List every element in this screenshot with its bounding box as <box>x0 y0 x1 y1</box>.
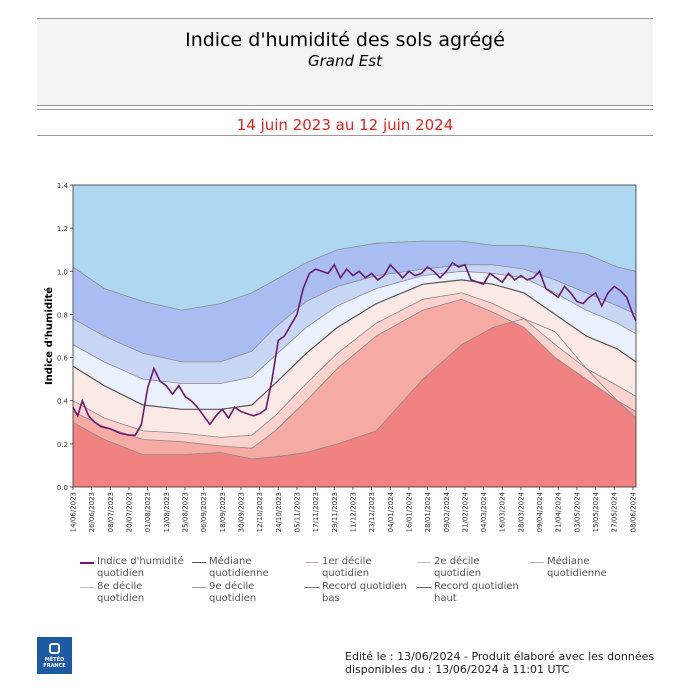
footer-line-1: Edité le : 13/06/2024 - Produit élaboré … <box>345 650 655 663</box>
legend-item: 8e décile quotidien <box>80 581 190 605</box>
series-line-1 <box>72 298 637 449</box>
x-tick-label: 08/07/2023 <box>107 492 115 532</box>
x-tick-label: 24/10/2023 <box>275 492 283 532</box>
x-tick-label: 27/05/2024 <box>611 491 619 532</box>
header-panel: Indice d'humidité des sols agrégé Grand … <box>37 18 653 106</box>
legend-item: 1er décile quotidien <box>305 556 415 580</box>
legend-swatch <box>80 587 94 588</box>
y-tick-label: 0.8 <box>57 311 68 319</box>
x-tick-label: 23/12/2023 <box>368 492 376 532</box>
x-tick-label: 28/01/2024 <box>424 491 432 532</box>
x-tick-label: 15/05/2024 <box>592 491 600 532</box>
y-tick-label: 0.2 <box>57 441 68 449</box>
band-0 <box>73 318 636 487</box>
legend-label: Record quotidien bas <box>322 581 407 604</box>
legend-swatch <box>305 562 319 563</box>
x-tick-label: 21/02/2024 <box>461 491 469 532</box>
x-tick-label: 09/02/2024 <box>443 491 451 532</box>
y-tick-label: 1.4 <box>57 182 69 190</box>
series-line-5 <box>72 264 637 363</box>
legend-item: 2e décile quotidien <box>417 556 527 580</box>
x-tick-label: 03/05/2024 <box>573 491 581 532</box>
x-tick-label: 20/07/2023 <box>125 492 133 532</box>
x-tick-label: 11/12/2023 <box>349 492 357 532</box>
legend-item: Médiane quotidienne <box>530 556 640 580</box>
chart-subtitle: Grand Est <box>308 52 382 70</box>
x-tick-label: 04/03/2024 <box>480 491 488 532</box>
series-line-0 <box>72 318 637 460</box>
index-line <box>72 261 637 436</box>
logo-icon <box>49 643 60 654</box>
x-tick-label: 14/06/2023 <box>70 492 78 532</box>
x-tick-label: 18/09/2023 <box>219 492 227 532</box>
legend-label: Médiane quotidienne <box>547 556 607 579</box>
legend-item: Médiane quotidienne <box>192 556 302 580</box>
footer-line-2: disponibles du : 13/06/2024 à 11:01 UTC <box>345 663 570 676</box>
x-tick-label: 04/01/2024 <box>387 491 395 532</box>
legend-label: 1er décile quotidien <box>322 556 372 579</box>
x-tick-label: 08/06/2024 <box>629 491 637 532</box>
x-tick-label: 28/03/2024 <box>517 491 525 532</box>
band-4 <box>73 271 636 410</box>
y-tick-label: 0.0 <box>57 484 68 492</box>
legend-item: 9e décile quotidien <box>192 581 302 605</box>
band-2 <box>73 292 636 449</box>
series-line-4 <box>72 270 637 384</box>
band-6 <box>73 241 636 362</box>
legend-swatch <box>80 562 94 564</box>
series-line-6 <box>72 240 637 311</box>
plot-frame <box>72 184 637 488</box>
x-tick-label: 16/03/2024 <box>499 491 507 532</box>
legend-label: 2e décile quotidien <box>434 556 482 579</box>
series-line-2 <box>72 292 637 438</box>
legend-swatch <box>417 562 431 563</box>
x-tick-label: 09/04/2024 <box>536 491 544 532</box>
x-tick-label: 06/09/2023 <box>200 492 208 532</box>
band-3 <box>73 279 636 438</box>
y-tick-label: 1.0 <box>57 268 68 276</box>
x-tick-label: 12/10/2023 <box>256 492 264 532</box>
band-1 <box>73 299 636 459</box>
legend-label: Record quotidien haut <box>434 581 519 604</box>
legend-label: 9e décile quotidien <box>209 581 257 604</box>
x-tick-label: 16/01/2024 <box>405 491 413 532</box>
divider <box>37 135 653 136</box>
legend-item: Record quotidien haut <box>417 581 527 605</box>
series-line-3 <box>72 279 637 410</box>
y-axis-label: Indice d'humidité <box>43 287 55 385</box>
legend-swatch <box>192 587 206 588</box>
legend-swatch <box>530 562 544 563</box>
legend-swatch <box>417 587 431 588</box>
legend-swatch <box>305 587 319 588</box>
x-tick-label: 13/08/2023 <box>163 492 171 532</box>
band-5 <box>73 264 636 384</box>
meteo-france-logo: MÉTÉO FRANCE <box>37 637 72 674</box>
chart-title: Indice d'humidité des sols agrégé <box>185 29 505 51</box>
x-tick-label: 05/11/2023 <box>293 492 301 532</box>
legend-item: Indice d'humidité quotidien <box>80 556 190 580</box>
legend-item: Record quotidien bas <box>305 581 415 605</box>
x-tick-label: 01/08/2023 <box>144 492 152 532</box>
x-tick-label: 25/08/2023 <box>181 492 189 532</box>
y-tick-label: 0.6 <box>57 355 69 363</box>
x-tick-label: 21/04/2024 <box>555 491 563 532</box>
chart: 0.0 0.2 0.4 0.6 0.8 1.0 1.2 1.4 Indice d'humidit… <box>43 182 637 532</box>
legend-label: 8e décile quotidien <box>97 581 145 604</box>
y-tick-label: 0.4 <box>57 398 69 406</box>
x-tick-label: 17/11/2023 <box>312 492 320 532</box>
legend-label: Médiane quotidienne <box>209 556 269 579</box>
legend-swatch <box>192 562 206 563</box>
x-tick-label: 26/06/2023 <box>88 492 96 532</box>
x-tick-label: 29/11/2023 <box>331 492 339 532</box>
y-tick-label: 1.2 <box>57 225 68 233</box>
x-tick-label: 30/09/2023 <box>237 492 245 532</box>
divider <box>37 109 653 110</box>
logo-text: MÉTÉO FRANCE <box>43 657 66 669</box>
period-label: 14 juin 2023 au 12 juin 2024 <box>236 116 454 134</box>
legend-label: Indice d'humidité quotidien <box>97 556 184 579</box>
footer-credits: Edité le : 13/06/2024 - Produit élaboré … <box>345 650 665 676</box>
